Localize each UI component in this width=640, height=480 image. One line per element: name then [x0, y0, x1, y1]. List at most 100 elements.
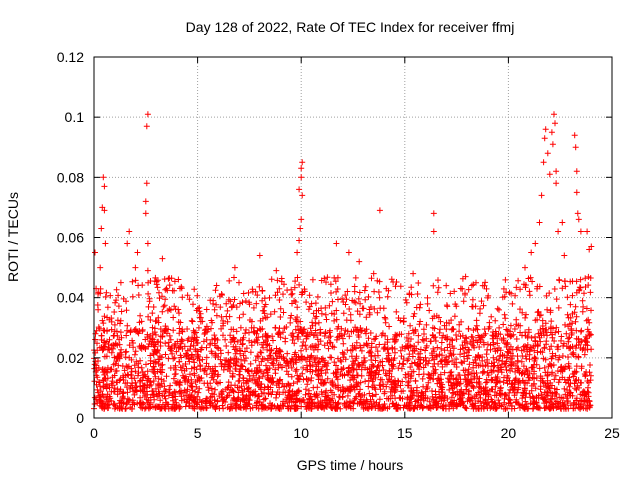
data-point — [390, 357, 397, 364]
data-point — [122, 354, 129, 361]
data-point — [249, 286, 256, 293]
data-point — [176, 358, 183, 365]
data-point — [233, 328, 240, 335]
data-point — [183, 351, 190, 358]
data-point — [443, 326, 450, 333]
data-point — [375, 362, 382, 369]
data-point — [117, 279, 124, 286]
data-point — [227, 339, 234, 346]
data-point — [521, 281, 527, 288]
data-point — [448, 401, 455, 408]
data-point — [214, 397, 221, 404]
data-point — [313, 390, 320, 397]
data-point — [389, 400, 396, 407]
data-point — [117, 329, 124, 336]
data-point — [102, 293, 109, 300]
data-point — [315, 372, 322, 379]
data-point — [139, 368, 146, 375]
data-point — [357, 342, 364, 349]
data-point — [176, 330, 183, 337]
data-point — [212, 287, 219, 294]
data-point — [476, 334, 483, 341]
data-point — [511, 389, 518, 396]
data-point — [542, 320, 549, 327]
data-point — [339, 393, 346, 400]
data-point — [161, 383, 168, 390]
data-point — [333, 307, 340, 314]
data-point — [231, 338, 238, 345]
data-point — [298, 329, 305, 336]
data-point — [551, 111, 557, 118]
data-point — [453, 403, 460, 410]
data-point — [287, 382, 294, 389]
data-point — [382, 370, 389, 377]
data-point — [214, 344, 220, 351]
data-point — [548, 129, 555, 136]
data-point — [288, 402, 295, 409]
data-point — [386, 367, 393, 374]
data-point — [415, 332, 422, 339]
data-point — [282, 338, 289, 345]
data-point — [269, 360, 276, 367]
data-point — [536, 312, 543, 319]
data-point — [294, 274, 301, 281]
data-point — [100, 384, 107, 391]
data-point — [165, 401, 172, 408]
data-point — [357, 386, 364, 393]
data-point — [292, 316, 299, 323]
data-point — [192, 388, 198, 395]
data-point — [171, 287, 178, 294]
data-point — [511, 326, 518, 332]
data-point — [149, 324, 156, 331]
data-point — [312, 393, 319, 400]
data-point — [256, 375, 263, 382]
data-point — [168, 344, 175, 351]
data-point — [355, 295, 362, 302]
data-point — [505, 349, 512, 356]
data-point — [439, 357, 446, 364]
data-point — [319, 391, 325, 398]
data-point — [577, 276, 584, 283]
data-point — [403, 343, 410, 350]
data-point — [569, 343, 576, 350]
data-point — [423, 358, 430, 365]
data-point — [555, 379, 562, 386]
data-point — [469, 296, 476, 303]
data-point — [513, 321, 520, 328]
data-point — [259, 373, 266, 380]
data-point — [166, 386, 173, 393]
data-point — [250, 304, 257, 311]
data-point — [546, 399, 553, 405]
data-point — [561, 340, 567, 347]
data-point — [105, 344, 112, 351]
data-point — [467, 397, 474, 404]
data-point — [462, 367, 469, 374]
data-point — [208, 348, 215, 355]
data-point — [285, 405, 292, 412]
data-point — [125, 363, 132, 370]
data-point — [549, 369, 556, 376]
data-point — [235, 389, 242, 396]
data-point — [449, 385, 456, 392]
data-point — [546, 346, 553, 353]
data-point — [555, 328, 562, 335]
data-point — [368, 368, 375, 375]
data-point — [488, 396, 495, 403]
data-point — [533, 361, 540, 368]
data-point — [381, 388, 388, 395]
data-point — [239, 340, 246, 347]
data-point — [430, 332, 436, 339]
data-point — [504, 327, 511, 334]
data-point — [520, 363, 527, 370]
data-point — [572, 303, 579, 310]
data-point — [92, 249, 98, 256]
data-point — [156, 382, 163, 389]
data-point — [102, 240, 109, 247]
data-point — [487, 346, 494, 353]
data-point — [231, 296, 238, 303]
data-point — [431, 348, 437, 355]
data-point — [535, 404, 542, 411]
data-point — [226, 313, 233, 320]
data-point — [552, 120, 558, 127]
data-point — [431, 368, 437, 374]
